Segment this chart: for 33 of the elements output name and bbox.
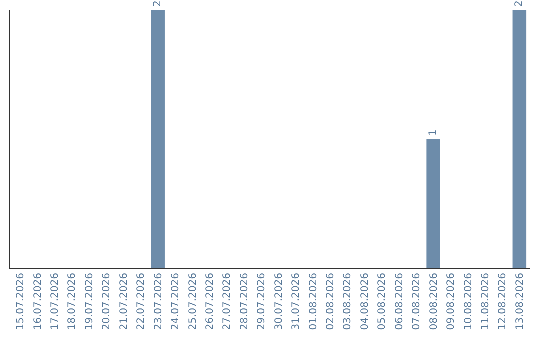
- x-tick-label: 18.07.2026: [67, 273, 78, 330]
- x-tick-label: 10.08.2026: [463, 273, 474, 330]
- x-tick-label: 11.08.2026: [480, 273, 492, 330]
- x-tick-label: 09.08.2026: [446, 273, 458, 330]
- x-tick-label: 08.08.2026: [428, 273, 440, 330]
- x-tick-label: 31.07.2026: [291, 273, 302, 330]
- x-tick-label: 20.07.2026: [102, 273, 113, 330]
- x-tick-label: 22.07.2026: [136, 273, 148, 330]
- x-tick-label: 29.07.2026: [256, 273, 268, 330]
- x-tick-label: 16.07.2026: [32, 273, 44, 330]
- x-tick-label: 13.08.2026: [514, 273, 526, 330]
- x-tick-label: 25.07.2026: [188, 273, 199, 330]
- x-tick-label: 24.07.2026: [170, 273, 182, 330]
- x-tick-label: 06.08.2026: [394, 273, 406, 330]
- x-tick-label: 23.07.2026: [153, 273, 164, 330]
- data-label: 2: [514, 0, 526, 7]
- data-label: 1: [428, 130, 440, 136]
- x-tick-label: 12.08.2026: [498, 273, 509, 330]
- x-tick-label: 21.07.2026: [118, 273, 130, 330]
- x-tick-label: 07.08.2026: [412, 273, 423, 330]
- x-tick-label: 03.08.2026: [342, 273, 354, 330]
- x-tick-label: 17.07.2026: [50, 273, 62, 330]
- x-tick-label: 05.08.2026: [377, 273, 388, 330]
- x-tick-label: 26.07.2026: [204, 273, 216, 330]
- x-tick-label: 01.08.2026: [308, 273, 320, 330]
- x-tick-label: 27.07.2026: [222, 273, 234, 330]
- x-tick-label: 04.08.2026: [360, 273, 371, 330]
- x-tick-label: 30.07.2026: [274, 273, 285, 330]
- x-tick-label: 02.08.2026: [326, 273, 337, 330]
- x-tick-label: 19.07.2026: [84, 273, 96, 330]
- x-tick-label: 15.07.2026: [16, 273, 27, 330]
- data-label: 2: [152, 0, 164, 7]
- x-tick-label: 28.07.2026: [239, 273, 250, 330]
